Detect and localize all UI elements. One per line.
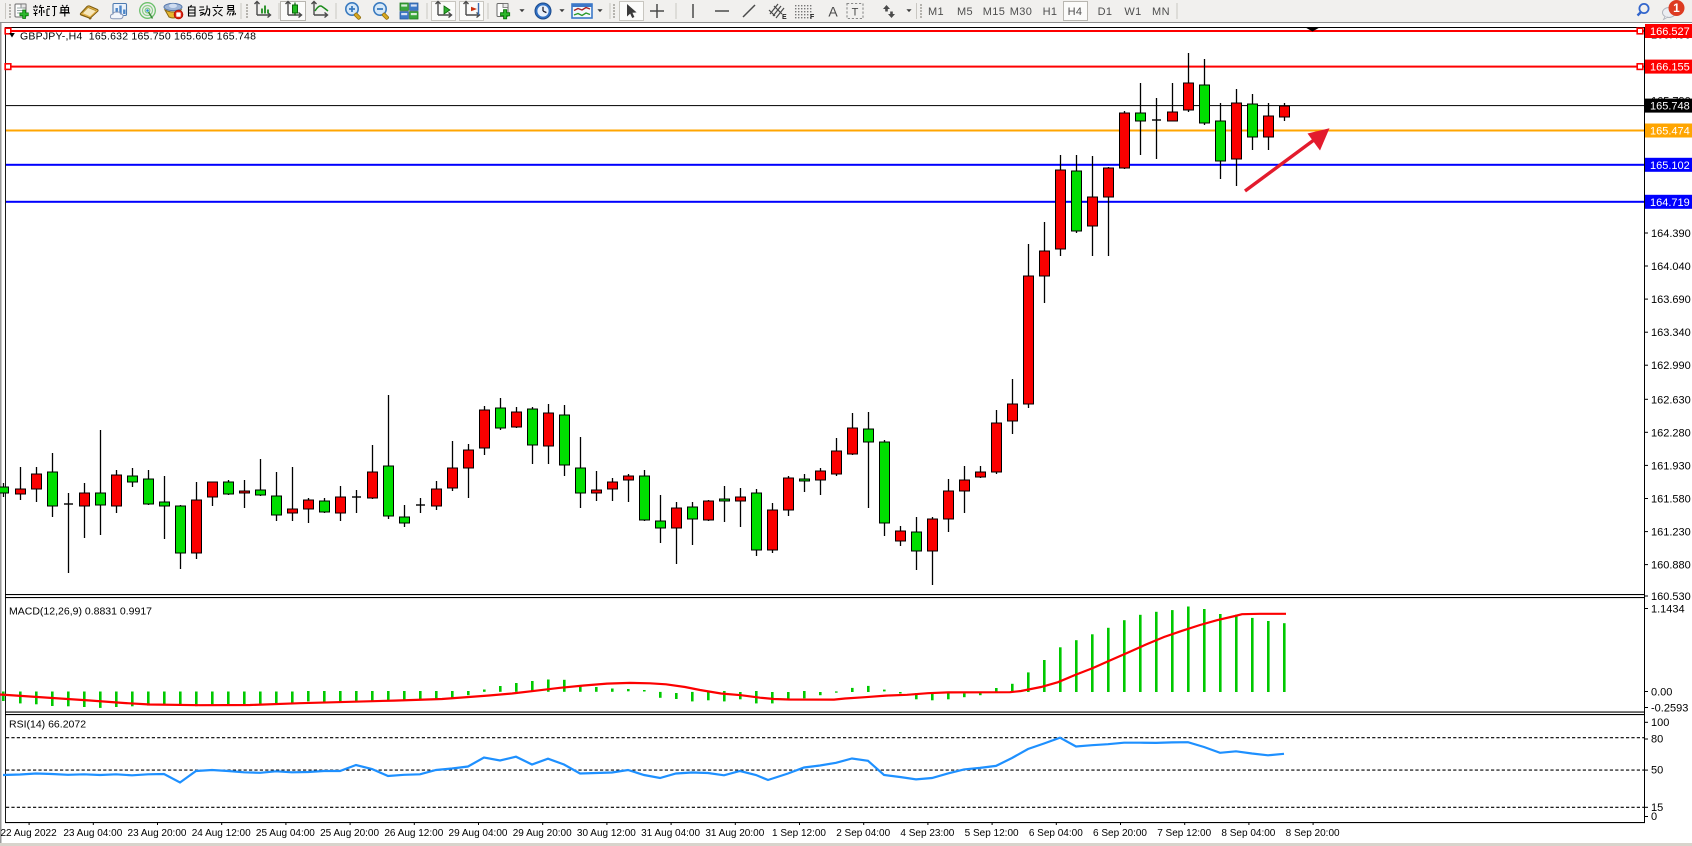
svg-text:161.580: 161.580 <box>1651 494 1691 506</box>
svg-text:RSI(14) 66.2072: RSI(14) 66.2072 <box>9 719 86 731</box>
svg-text:M1: M1 <box>928 6 944 18</box>
svg-text:50: 50 <box>1651 765 1663 777</box>
svg-text:26 Aug 12:00: 26 Aug 12:00 <box>384 828 443 839</box>
svg-text:164.390: 164.390 <box>1651 228 1691 240</box>
svg-text:162.630: 162.630 <box>1651 394 1691 406</box>
svg-text:166.527: 166.527 <box>1650 26 1690 38</box>
svg-text:1: 1 <box>1673 1 1680 15</box>
svg-text:162.990: 162.990 <box>1651 360 1691 372</box>
svg-text:1 Sep 12:00: 1 Sep 12:00 <box>772 828 826 839</box>
svg-text:163.690: 163.690 <box>1651 294 1691 306</box>
svg-text:164.040: 164.040 <box>1651 261 1691 273</box>
svg-text:22 Aug 2022: 22 Aug 2022 <box>1 828 58 839</box>
svg-text:GBPJPY-,H4 165.632 165.750 16: GBPJPY-,H4 165.632 165.750 165.605 165.7… <box>20 31 256 43</box>
svg-text:M30: M30 <box>1010 6 1033 18</box>
svg-text:D1: D1 <box>1098 6 1113 18</box>
svg-text:24 Aug 12:00: 24 Aug 12:00 <box>192 828 251 839</box>
svg-text:15: 15 <box>1651 802 1663 814</box>
svg-text:25 Aug 04:00: 25 Aug 04:00 <box>256 828 315 839</box>
svg-text:163.340: 163.340 <box>1651 327 1691 339</box>
svg-text:161.230: 161.230 <box>1651 527 1691 539</box>
svg-text:H4: H4 <box>1068 6 1083 18</box>
svg-text:5 Sep 12:00: 5 Sep 12:00 <box>965 828 1019 839</box>
svg-text:0.00: 0.00 <box>1651 687 1672 699</box>
svg-text:6 Sep 20:00: 6 Sep 20:00 <box>1093 828 1147 839</box>
svg-text:4 Sep 23:00: 4 Sep 23:00 <box>900 828 954 839</box>
svg-text:164.719: 164.719 <box>1650 197 1690 209</box>
svg-text:-0.2593: -0.2593 <box>1651 703 1688 715</box>
svg-text:T: T <box>852 7 859 19</box>
svg-text:7 Sep 12:00: 7 Sep 12:00 <box>1157 828 1211 839</box>
svg-text:165.474: 165.474 <box>1650 126 1690 138</box>
svg-text:23 Aug 04:00: 23 Aug 04:00 <box>63 828 122 839</box>
svg-text:31 Aug 20:00: 31 Aug 20:00 <box>705 828 764 839</box>
svg-text:F: F <box>810 14 815 21</box>
svg-text:160.880: 160.880 <box>1651 560 1691 572</box>
svg-text:M15: M15 <box>983 6 1006 18</box>
svg-text:1.1434: 1.1434 <box>1651 604 1685 616</box>
svg-text:161.930: 161.930 <box>1651 460 1691 472</box>
svg-text:W1: W1 <box>1124 6 1141 18</box>
svg-text:166.155: 166.155 <box>1650 62 1690 74</box>
svg-text:160.530: 160.530 <box>1651 591 1691 603</box>
svg-text:23 Aug 20:00: 23 Aug 20:00 <box>128 828 187 839</box>
svg-text:E: E <box>782 14 787 21</box>
svg-text:162.280: 162.280 <box>1651 427 1691 439</box>
svg-text:M5: M5 <box>957 6 973 18</box>
svg-text:100: 100 <box>1651 717 1669 729</box>
svg-text:29 Aug 04:00: 29 Aug 04:00 <box>449 828 508 839</box>
svg-text:MACD(12,26,9) 0.8831 0.9917: MACD(12,26,9) 0.8831 0.9917 <box>9 606 152 618</box>
svg-text:30 Aug 12:00: 30 Aug 12:00 <box>577 828 636 839</box>
svg-text:6 Sep 04:00: 6 Sep 04:00 <box>1029 828 1083 839</box>
svg-text:2 Sep 04:00: 2 Sep 04:00 <box>836 828 890 839</box>
svg-text:165.748: 165.748 <box>1650 101 1690 113</box>
svg-text:H1: H1 <box>1043 6 1058 18</box>
svg-text:MN: MN <box>1152 6 1170 18</box>
svg-text:25 Aug 20:00: 25 Aug 20:00 <box>320 828 379 839</box>
svg-text:8 Sep 20:00: 8 Sep 20:00 <box>1286 828 1340 839</box>
svg-text:165.102: 165.102 <box>1650 160 1690 172</box>
svg-text:29 Aug 20:00: 29 Aug 20:00 <box>513 828 572 839</box>
svg-text:0: 0 <box>1651 811 1657 823</box>
svg-text:8 Sep 04:00: 8 Sep 04:00 <box>1221 828 1275 839</box>
svg-text:31 Aug 04:00: 31 Aug 04:00 <box>641 828 700 839</box>
svg-text:80: 80 <box>1651 734 1663 746</box>
svg-text:A: A <box>828 4 838 20</box>
